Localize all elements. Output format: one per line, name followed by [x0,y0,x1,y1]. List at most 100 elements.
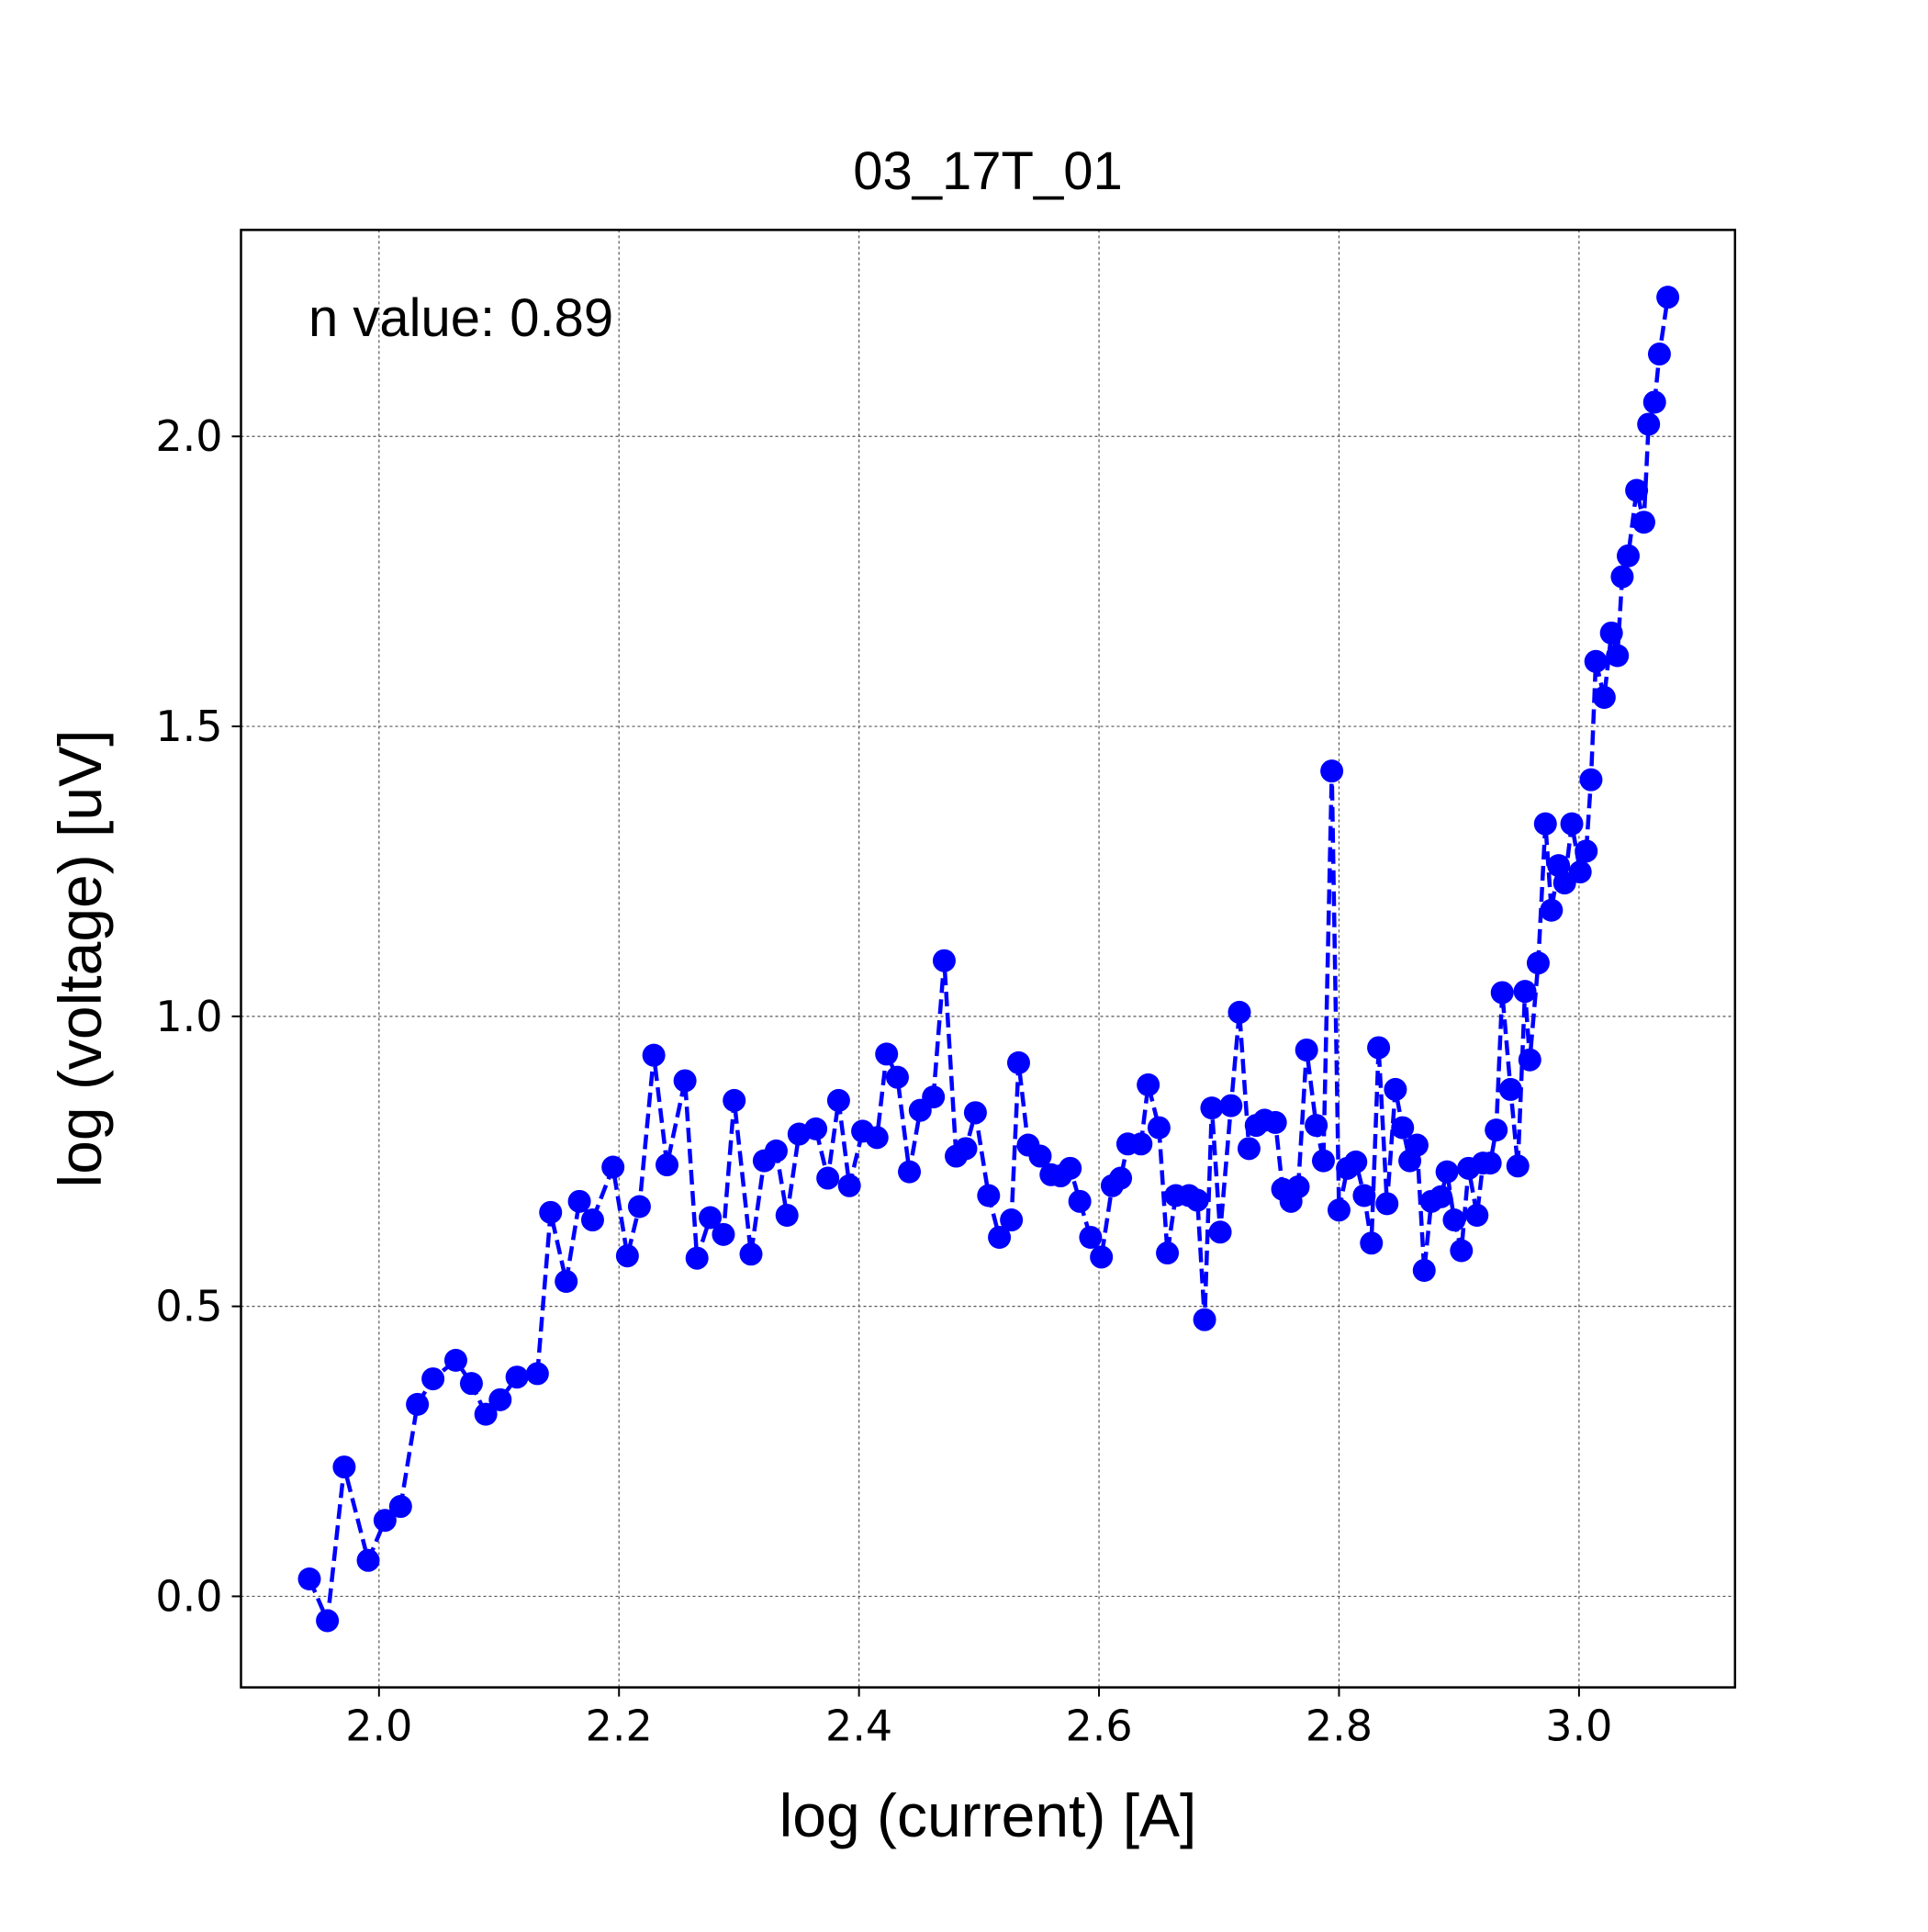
data-point [1656,286,1680,309]
data-point [1295,1038,1318,1061]
data-point [1320,759,1344,783]
x-tick-label: 2.8 [1306,1702,1373,1751]
data-point [1599,621,1623,645]
data-point [1068,1189,1092,1213]
data-point [922,1085,946,1109]
x-axis-label: log (current) [A] [779,1781,1197,1849]
data-point [1490,981,1514,1005]
data-point [474,1402,498,1426]
data-point [1547,854,1571,878]
data-point [712,1222,735,1246]
data-point [1631,511,1655,534]
data-point [775,1203,799,1227]
plot-frame [240,229,1737,1689]
data-point [1193,1308,1216,1331]
data-point [1185,1188,1209,1212]
data-line [307,297,1670,1629]
data-point [1560,812,1584,836]
data-point [656,1153,679,1177]
data-point [723,1088,746,1112]
data-point [1384,1077,1407,1101]
y-tick-label: 0.0 [155,1571,222,1621]
data-point [1592,685,1616,709]
data-point [1147,1116,1171,1140]
data-point [332,1455,356,1479]
data-point [954,1137,978,1161]
data-point [525,1362,549,1386]
data-point [699,1206,723,1230]
data-point [1625,478,1649,502]
data-point [875,1042,899,1066]
data-point [1208,1220,1232,1244]
data-point [1391,1116,1415,1140]
data-point [1028,1144,1052,1168]
data-point [865,1126,889,1150]
data-point [685,1246,709,1270]
data-point [1478,1151,1502,1175]
data-point [1090,1245,1114,1269]
data-point [1237,1137,1261,1161]
data-point [615,1244,639,1268]
data-point [1637,412,1661,436]
x-tick-label: 3.0 [1545,1702,1612,1751]
data-point [356,1548,380,1572]
data-point [816,1166,840,1190]
data-point [1412,1258,1436,1282]
data-point [1311,1149,1335,1173]
x-tick-label: 2.0 [345,1702,412,1751]
chart-title: 03_17T_01 [853,141,1122,201]
data-point [1506,1154,1530,1178]
data-point [988,1225,1012,1249]
data-point [421,1367,445,1391]
data-point [1540,898,1564,922]
y-axis-label: log (voltage) [uV] [46,730,114,1188]
data-point [1109,1166,1133,1190]
data-point [1286,1175,1310,1199]
data-point [316,1609,340,1633]
data-point [1156,1241,1180,1265]
data-point [642,1043,666,1067]
data-point [1327,1198,1351,1222]
data-point [580,1208,604,1232]
data-point [1485,1118,1508,1142]
data-point [1344,1150,1368,1174]
data-point [1305,1114,1328,1138]
x-tick-label: 2.2 [586,1702,653,1751]
data-point [1200,1096,1224,1120]
data-point [567,1189,591,1213]
data-point [1000,1208,1024,1232]
annotation: n value: 0.89 [308,288,613,348]
data-point [963,1101,987,1125]
data-point [1465,1203,1489,1227]
data-point [1079,1225,1103,1249]
data-point [1498,1077,1522,1101]
data-point [1450,1239,1474,1263]
data-point [539,1200,563,1224]
data-point [1575,839,1598,863]
data-point [1513,980,1537,1004]
data-point [1435,1160,1459,1184]
data-point [443,1348,467,1372]
data-point [673,1069,697,1093]
data-point [898,1160,922,1184]
data-point [555,1269,578,1293]
data-point [1059,1156,1082,1180]
y-tick-label: 1.0 [155,992,222,1041]
data-point [1616,544,1640,567]
data-point [1227,1000,1251,1024]
data-point [459,1372,483,1396]
data-point [1642,390,1666,414]
data-point [1533,812,1557,836]
data-point [1568,860,1592,884]
data-point [1375,1192,1399,1216]
data-point [764,1139,788,1163]
data-point [1006,1050,1030,1074]
data-point [739,1242,763,1266]
data-point [627,1195,651,1219]
data-point [1137,1073,1160,1096]
data-point [1518,1048,1541,1072]
data-point [1606,644,1630,668]
data-point [826,1088,850,1112]
data-point [932,949,956,972]
data-point [1584,649,1608,673]
